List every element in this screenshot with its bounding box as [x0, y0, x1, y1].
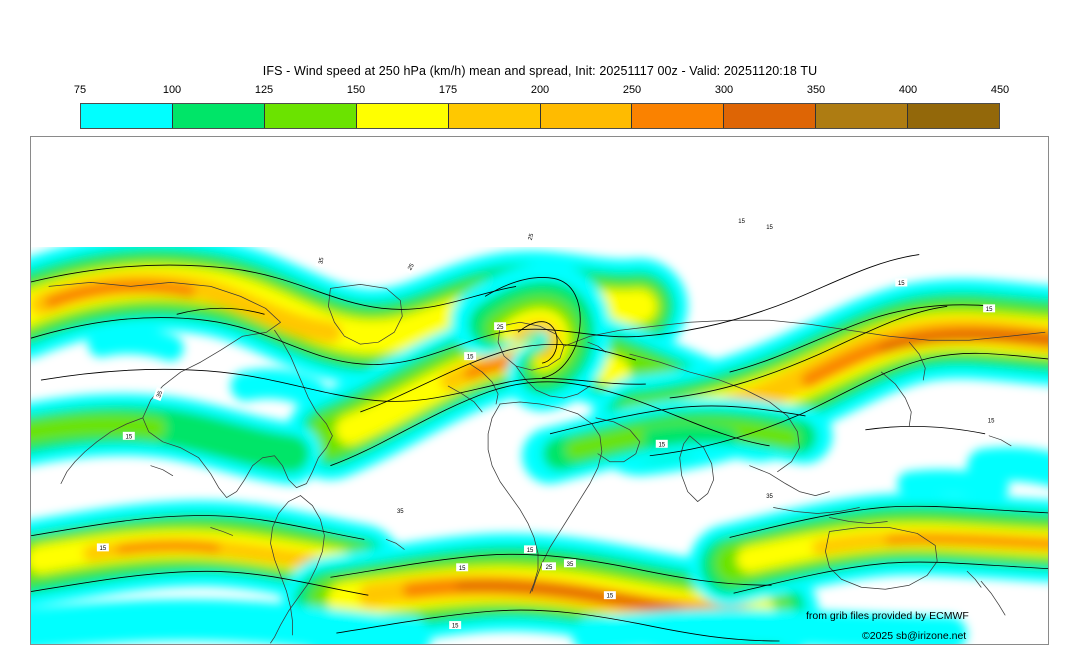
colorbar-band-350-400 — [816, 104, 909, 128]
colorbar-tick-150: 150 — [346, 84, 366, 96]
colorbar-tick-450: 450 — [990, 84, 1010, 96]
coastlines — [48, 282, 1046, 644]
colorbar-band-175-200 — [448, 104, 541, 128]
colorbar-band-400-450 — [908, 104, 1000, 128]
svg-text:25: 25 — [528, 232, 536, 241]
svg-text:25: 25 — [546, 565, 553, 571]
colorbar-tick-400: 400 — [898, 84, 918, 96]
svg-text:15: 15 — [607, 594, 614, 600]
spread-contours — [31, 254, 1048, 642]
colorbar-tick-350: 350 — [806, 84, 826, 96]
svg-text:15: 15 — [125, 434, 132, 440]
colorbar-tick-175: 175 — [438, 84, 458, 96]
colorbar-band-125-150 — [264, 104, 357, 128]
map-panel: 35 15 35 25 — [30, 136, 1049, 645]
colorbar-tick-labels: 75 100 125 150 175 200 250 300 350 400 450 — [74, 84, 1009, 100]
colorbar-bands — [80, 103, 1000, 129]
colorbar-band-200-250 — [540, 104, 633, 128]
colorbar-tick-200: 200 — [530, 84, 550, 96]
page-title: IFS - Wind speed at 250 hPa (km/h) mean … — [262, 64, 818, 78]
svg-text:35: 35 — [567, 562, 574, 568]
svg-text:35: 35 — [318, 256, 325, 264]
svg-text:15: 15 — [467, 355, 474, 361]
colorbar-tick-100: 100 — [162, 84, 182, 96]
world-map: 35 15 35 25 — [31, 137, 1048, 644]
svg-text:15: 15 — [658, 442, 665, 448]
svg-text:15: 15 — [738, 219, 745, 225]
copyright-credit: ©2025 sb@irizone.net — [862, 630, 967, 642]
colorbar-band-75-100 — [81, 104, 173, 128]
svg-text:15: 15 — [527, 548, 534, 554]
colorbar-tick-75: 75 — [73, 84, 87, 96]
svg-text:15: 15 — [988, 418, 995, 424]
svg-text:35: 35 — [156, 390, 164, 399]
svg-text:35: 35 — [397, 509, 404, 515]
colorbar-band-150-175 — [356, 104, 449, 128]
svg-text:15: 15 — [986, 307, 993, 313]
svg-text:15: 15 — [766, 225, 773, 231]
svg-text:15: 15 — [459, 566, 466, 572]
colorbar-band-100-125 — [172, 104, 265, 128]
colorbar-tick-300: 300 — [714, 84, 734, 96]
colorbar-tick-125: 125 — [254, 84, 274, 96]
colorbar-tick-250: 250 — [622, 84, 642, 96]
svg-text:15: 15 — [452, 624, 459, 630]
grib-source-credit: from grib files provided by ECMWF — [806, 610, 969, 622]
colorbar — [80, 103, 1000, 129]
svg-text:35: 35 — [766, 494, 773, 500]
contour-labels: 35 15 35 25 — [96, 216, 998, 630]
svg-text:15: 15 — [898, 281, 905, 287]
svg-text:15: 15 — [100, 546, 107, 552]
colorbar-band-300-350 — [724, 104, 817, 128]
svg-text:25: 25 — [407, 262, 416, 271]
svg-text:25: 25 — [497, 325, 504, 331]
colorbar-band-250-300 — [632, 104, 725, 128]
